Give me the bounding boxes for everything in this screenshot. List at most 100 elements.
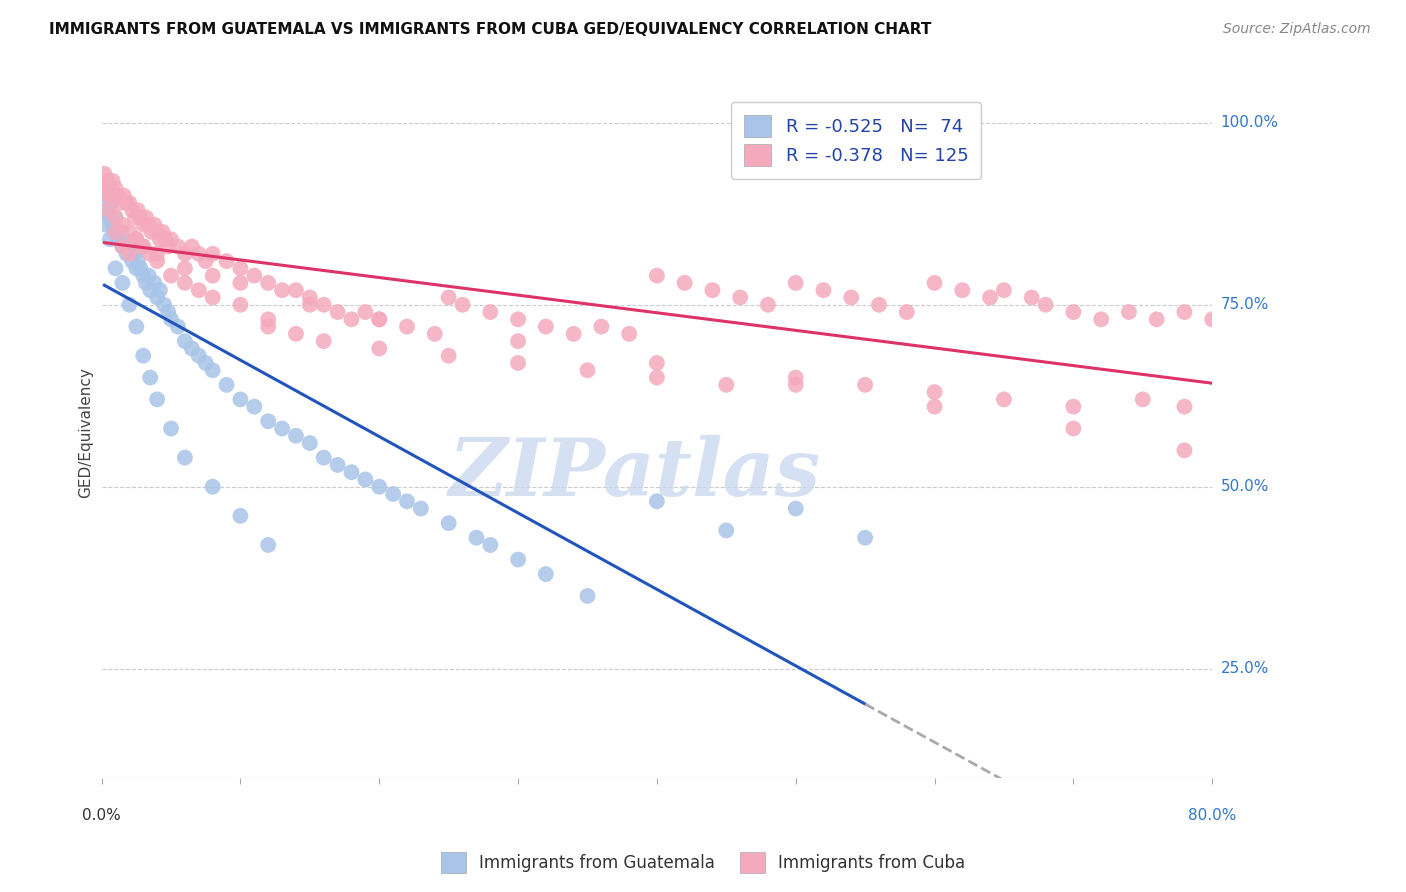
Point bbox=[924, 385, 946, 400]
Point bbox=[617, 326, 640, 341]
Point bbox=[1090, 312, 1112, 326]
Point bbox=[135, 211, 157, 225]
Point bbox=[229, 276, 252, 290]
Point bbox=[479, 305, 502, 319]
Point bbox=[645, 370, 668, 384]
Point bbox=[139, 370, 162, 384]
Point bbox=[110, 195, 132, 210]
Point bbox=[132, 239, 155, 253]
Point bbox=[1201, 312, 1223, 326]
Point bbox=[562, 326, 585, 341]
Point bbox=[382, 487, 405, 501]
Point bbox=[124, 247, 146, 261]
Point bbox=[368, 342, 391, 356]
Point bbox=[853, 531, 876, 545]
Point bbox=[174, 334, 197, 348]
Point bbox=[194, 356, 217, 370]
Point bbox=[1173, 443, 1195, 458]
Point bbox=[437, 290, 460, 304]
Text: Source: ZipAtlas.com: Source: ZipAtlas.com bbox=[1223, 22, 1371, 37]
Point bbox=[479, 538, 502, 552]
Point bbox=[101, 218, 124, 232]
Point bbox=[103, 225, 125, 239]
Point bbox=[107, 188, 129, 202]
Point bbox=[271, 283, 294, 297]
Point bbox=[125, 232, 148, 246]
Point bbox=[298, 290, 321, 304]
Point bbox=[868, 298, 890, 312]
Point bbox=[124, 211, 146, 225]
Point bbox=[143, 218, 166, 232]
Text: 100.0%: 100.0% bbox=[1220, 115, 1278, 130]
Point bbox=[160, 421, 183, 435]
Point bbox=[257, 312, 280, 326]
Point bbox=[813, 283, 835, 297]
Point bbox=[100, 195, 122, 210]
Point bbox=[284, 283, 307, 297]
Point bbox=[98, 188, 121, 202]
Point bbox=[110, 225, 132, 239]
Point bbox=[187, 349, 209, 363]
Point bbox=[132, 239, 155, 253]
Point bbox=[326, 458, 349, 472]
Point bbox=[1062, 400, 1084, 414]
Point bbox=[146, 225, 169, 239]
Point bbox=[839, 290, 862, 304]
Point bbox=[149, 232, 172, 246]
Point bbox=[174, 261, 197, 276]
Point bbox=[152, 225, 174, 239]
Point bbox=[97, 203, 120, 218]
Point bbox=[298, 436, 321, 450]
Text: 80.0%: 80.0% bbox=[1188, 808, 1236, 823]
Point bbox=[243, 268, 266, 283]
Point bbox=[215, 377, 238, 392]
Point bbox=[451, 298, 474, 312]
Point bbox=[135, 276, 157, 290]
Point bbox=[111, 239, 134, 253]
Point bbox=[354, 473, 377, 487]
Point bbox=[115, 247, 138, 261]
Point bbox=[716, 524, 738, 538]
Point bbox=[97, 181, 120, 195]
Point bbox=[111, 276, 134, 290]
Point bbox=[785, 370, 807, 384]
Point bbox=[112, 232, 135, 246]
Legend: Immigrants from Guatemala, Immigrants from Cuba: Immigrants from Guatemala, Immigrants fr… bbox=[434, 846, 972, 880]
Point bbox=[591, 319, 613, 334]
Point bbox=[506, 312, 529, 326]
Point bbox=[257, 414, 280, 428]
Point bbox=[167, 319, 190, 334]
Point bbox=[93, 167, 115, 181]
Point bbox=[98, 232, 121, 246]
Point bbox=[716, 377, 738, 392]
Point bbox=[785, 501, 807, 516]
Point bbox=[125, 232, 148, 246]
Point bbox=[201, 290, 224, 304]
Point bbox=[167, 239, 190, 253]
Point bbox=[354, 305, 377, 319]
Point bbox=[229, 392, 252, 407]
Point bbox=[257, 276, 280, 290]
Point bbox=[121, 203, 143, 218]
Point bbox=[1173, 305, 1195, 319]
Point bbox=[702, 283, 724, 297]
Point bbox=[1173, 400, 1195, 414]
Point bbox=[201, 268, 224, 283]
Point bbox=[143, 276, 166, 290]
Point bbox=[924, 276, 946, 290]
Point bbox=[125, 319, 148, 334]
Point bbox=[187, 283, 209, 297]
Point bbox=[180, 342, 202, 356]
Point bbox=[118, 225, 141, 239]
Point bbox=[993, 283, 1015, 297]
Point bbox=[645, 494, 668, 508]
Point bbox=[1021, 290, 1043, 304]
Point bbox=[104, 181, 127, 195]
Point bbox=[1062, 305, 1084, 319]
Point bbox=[257, 538, 280, 552]
Point bbox=[506, 334, 529, 348]
Point bbox=[141, 225, 163, 239]
Point bbox=[1118, 305, 1140, 319]
Point bbox=[139, 247, 162, 261]
Point bbox=[1132, 392, 1154, 407]
